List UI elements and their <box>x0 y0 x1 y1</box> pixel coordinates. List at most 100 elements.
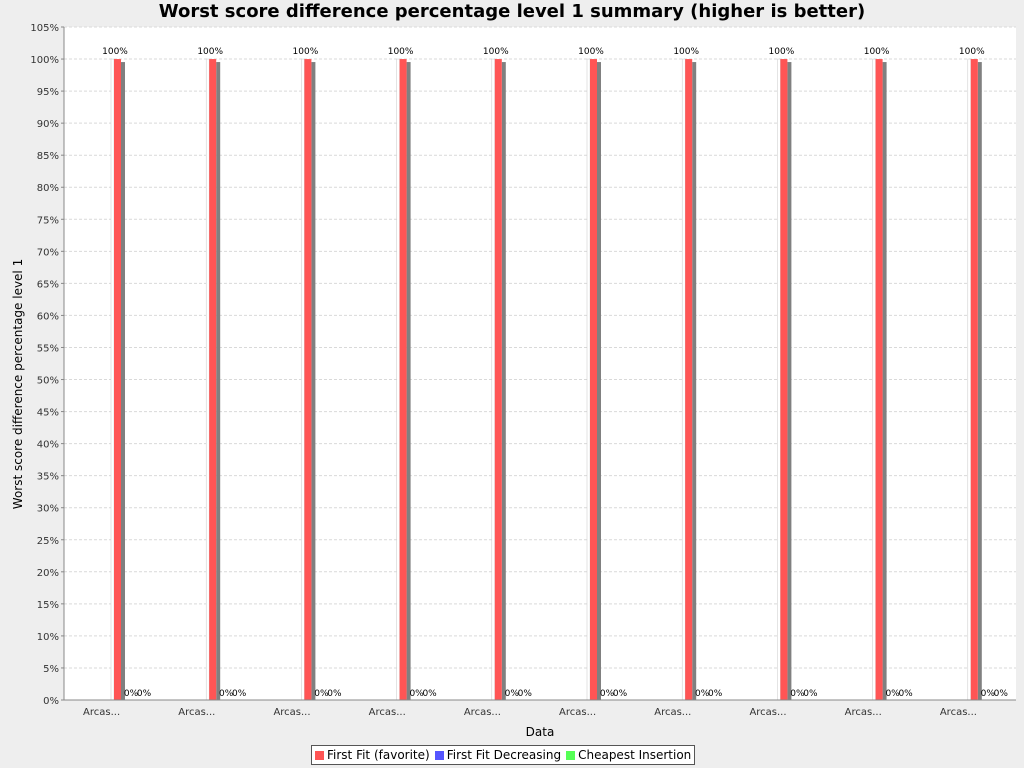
y-tick-label: 100% <box>30 55 59 66</box>
y-tick-label: 80% <box>37 183 59 194</box>
x-tick-label: Arcas... <box>369 707 406 718</box>
x-tick-label: Arcas... <box>654 707 691 718</box>
y-tick-label: 75% <box>37 215 59 226</box>
bar-highlight <box>205 58 210 701</box>
y-tick-label: 35% <box>37 472 59 483</box>
bar <box>494 59 502 701</box>
x-tick-label: Arcas... <box>559 707 596 718</box>
y-tick-label: 70% <box>37 247 59 258</box>
bar-shadow <box>692 62 697 701</box>
data-label: 100% <box>388 47 414 57</box>
x-tick-label: Arcas... <box>178 707 215 718</box>
data-label: 0% <box>232 689 247 699</box>
bar <box>780 59 788 701</box>
data-label: 100% <box>673 47 699 57</box>
chart-title: Worst score difference percentage level … <box>158 1 866 22</box>
data-label: 0% <box>790 689 805 699</box>
data-label: 0% <box>898 689 913 699</box>
data-label: 0% <box>600 689 615 699</box>
bar-highlight <box>396 58 400 701</box>
bar <box>209 59 217 701</box>
bar-shadow <box>597 62 601 701</box>
x-tick-labels: Arcas... Arcas... Arcas... Arcas... Arcas...… <box>83 707 977 718</box>
legend-label: First Fit (favorite) <box>327 748 430 762</box>
bars <box>110 58 982 701</box>
data-label: 100% <box>293 47 319 57</box>
bar <box>590 59 597 701</box>
bar <box>875 59 883 701</box>
y-tick-label: 0% <box>43 696 59 707</box>
y-tick-label: 50% <box>37 376 59 387</box>
bar-shadow <box>977 62 982 701</box>
x-tick-label: Arcas... <box>464 707 501 718</box>
bar-shadow <box>216 62 221 701</box>
legend-swatch <box>434 750 444 760</box>
data-label: 0% <box>518 689 533 699</box>
bar-highlight <box>777 58 781 701</box>
data-label: 100% <box>864 47 890 57</box>
y-tick-label: 85% <box>37 151 59 162</box>
y-tick-label: 65% <box>37 279 59 290</box>
y-tick-label: 15% <box>37 600 59 611</box>
y-tick-label: 40% <box>37 440 59 451</box>
data-label: 0% <box>994 689 1009 699</box>
data-label: 100% <box>197 47 223 57</box>
data-label: 100% <box>578 47 604 57</box>
bar-shadow <box>882 62 887 701</box>
bar-highlight <box>681 58 686 701</box>
bar <box>685 59 693 701</box>
grid-lines <box>64 26 1016 669</box>
legend-label: Cheapest Insertion <box>578 748 692 762</box>
bar-chart: 100%0%0%100%0%0%100%0%0%100%0%0%100%0%0%… <box>11 23 1016 739</box>
data-label: 0% <box>422 689 437 699</box>
bar-shadow <box>406 62 411 701</box>
y-tick-label: 95% <box>37 87 59 98</box>
bar-highlight <box>872 58 876 701</box>
data-label: 100% <box>102 47 128 57</box>
x-axis-label: Data <box>526 725 555 739</box>
legend-item: First Fit Decreasing <box>434 748 562 762</box>
bar-shadow <box>787 62 792 701</box>
bar <box>399 59 407 701</box>
bar-highlight <box>110 58 115 701</box>
plot-area <box>64 27 1016 700</box>
data-label: 0% <box>124 689 139 699</box>
data-label: 0% <box>219 689 234 699</box>
data-label: 0% <box>409 689 424 699</box>
bar-highlight <box>491 58 496 701</box>
value-labels: 100%0%0%100%0%0%100%0%0%100%0%0%100%0%0%… <box>102 47 1008 699</box>
data-label: 0% <box>327 689 342 699</box>
y-tick-label: 55% <box>37 343 59 354</box>
legend-swatch <box>315 750 324 760</box>
y-tick-label: 30% <box>37 504 59 515</box>
data-label: 0% <box>505 689 520 699</box>
data-label: 100% <box>769 47 795 57</box>
legend-item: Cheapest Insertion <box>566 748 691 762</box>
data-label: 0% <box>314 689 329 699</box>
legend-label: First Fit Decreasing <box>446 748 562 762</box>
data-label: 100% <box>483 47 509 57</box>
bar <box>970 59 978 701</box>
data-label: 0% <box>613 689 628 699</box>
y-tick-labels: 0% 5% 10% 15% 20% 25% 30% 35% 40% 45% 50% 55% 60% 65%… <box>30 23 64 707</box>
bar-highlight <box>967 58 972 701</box>
y-tick-label: 90% <box>37 119 59 130</box>
y-tick-label: 105% <box>30 23 59 34</box>
bar-highlight <box>586 58 591 701</box>
y-tick-label: 10% <box>37 632 59 643</box>
data-label: 0% <box>981 689 996 699</box>
legend-swatch <box>566 750 576 760</box>
y-tick-label: 45% <box>37 408 59 419</box>
bar <box>304 59 312 701</box>
bar-highlight <box>301 58 305 701</box>
y-tick-label: 60% <box>37 311 59 322</box>
legend: First Fit (favorite) First Fit Decreasing… <box>311 745 696 765</box>
y-axis-label: Worst score difference percentage level … <box>11 259 25 509</box>
x-tick-label: Arcas... <box>273 707 310 718</box>
y-tick-label: 25% <box>37 536 59 547</box>
x-tick-label: Arcas... <box>845 707 882 718</box>
data-label: 100% <box>959 47 985 57</box>
x-tick-label: Arcas... <box>940 707 977 718</box>
x-tick-label: Arcas... <box>83 707 120 718</box>
data-label: 0% <box>137 689 152 699</box>
